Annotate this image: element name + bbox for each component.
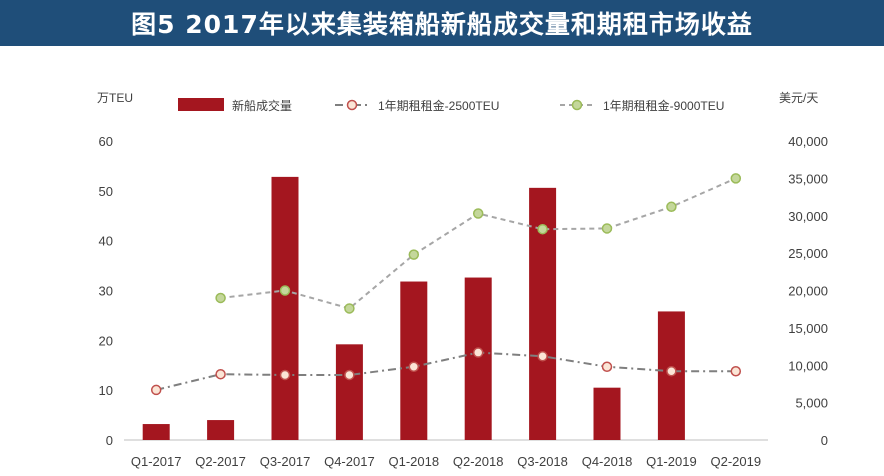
right-tick-label: 25,000	[788, 246, 828, 261]
point-9000teu	[344, 303, 355, 314]
left-tick-label: 0	[106, 433, 113, 448]
x-tick-label: Q1-2019	[646, 454, 697, 469]
legend-marker-2500	[346, 99, 358, 111]
right-tick-label: 35,000	[788, 171, 828, 186]
left-tick-label: 60	[99, 134, 113, 149]
point-2500teu	[730, 365, 742, 377]
point-2500teu	[666, 365, 677, 377]
x-tick-label: Q4-2017	[324, 454, 375, 469]
left-tick-label: 10	[99, 383, 113, 398]
legend-marker-9000	[571, 99, 583, 111]
bar	[593, 387, 621, 440]
left-tick-label: 30	[99, 284, 113, 299]
bar	[400, 281, 428, 440]
point-2500teu	[472, 347, 484, 358]
left-tick-label: 20	[99, 333, 113, 348]
right-axis-unit: 美元/天	[779, 91, 818, 105]
point-9000teu	[279, 285, 291, 296]
left-tick-label: 50	[99, 184, 113, 199]
point-2500teu	[408, 361, 420, 372]
left-axis-unit: 万TEU	[97, 91, 133, 105]
point-9000teu	[601, 223, 613, 234]
bar	[142, 424, 170, 440]
bar	[335, 344, 363, 440]
x-tick-label: Q1-2018	[389, 454, 440, 469]
point-2500teu	[215, 368, 226, 380]
point-2500teu	[150, 384, 162, 396]
right-tick-label: 5,000	[795, 396, 828, 411]
chart-title: 图5 2017年以来集装箱船新船成交量和期租市场收益	[131, 10, 753, 39]
right-tick-label: 10,000	[788, 358, 828, 373]
x-tick-label: Q3-2017	[260, 454, 311, 469]
bar	[207, 420, 235, 440]
left-tick-label: 40	[99, 234, 113, 249]
x-tick-label: Q1-2017	[131, 454, 182, 469]
right-tick-label: 40,000	[788, 134, 828, 149]
point-2500teu	[537, 351, 548, 362]
x-tick-label: Q3-2018	[517, 454, 568, 469]
point-9000teu	[215, 292, 226, 304]
bar	[464, 277, 492, 440]
combo-chart: 0 10 20 30 40 50 60 0 5,000 10,000 15,000 20,000 25,…	[97, 91, 828, 469]
legend-swatch-bar	[178, 98, 224, 111]
right-tick-label: 0	[821, 433, 828, 448]
point-2500teu	[601, 361, 613, 372]
point-9000teu	[537, 223, 548, 235]
line-2500teu	[155, 351, 736, 391]
x-tick-label: Q2-2017	[195, 454, 246, 469]
legend-label-9000: 1年期租租金-9000TEU	[603, 98, 724, 113]
point-9000teu	[472, 208, 484, 219]
right-tick-label: 20,000	[788, 284, 828, 299]
point-9000teu	[666, 201, 677, 213]
point-9000teu	[730, 173, 742, 184]
point-9000teu	[408, 249, 420, 260]
chart-title-bar: 图5 2017年以来集装箱船新船成交量和期租市场收益	[0, 0, 884, 46]
legend-label-bar: 新船成交量	[232, 98, 292, 113]
point-2500teu	[279, 369, 291, 381]
x-tick-label: Q4-2018	[582, 454, 633, 469]
chart-area: 0 10 20 30 40 50 60 0 5,000 10,000 15,000 20,000 25,…	[0, 46, 884, 472]
x-tick-label: Q2-2019	[711, 454, 762, 469]
point-2500teu	[344, 369, 355, 381]
right-tick-label: 15,000	[788, 321, 828, 336]
right-tick-label: 30,000	[788, 209, 828, 224]
bar	[271, 176, 299, 440]
x-tick-label: Q2-2018	[453, 454, 504, 469]
legend-label-2500: 1年期租租金-2500TEU	[378, 98, 499, 113]
